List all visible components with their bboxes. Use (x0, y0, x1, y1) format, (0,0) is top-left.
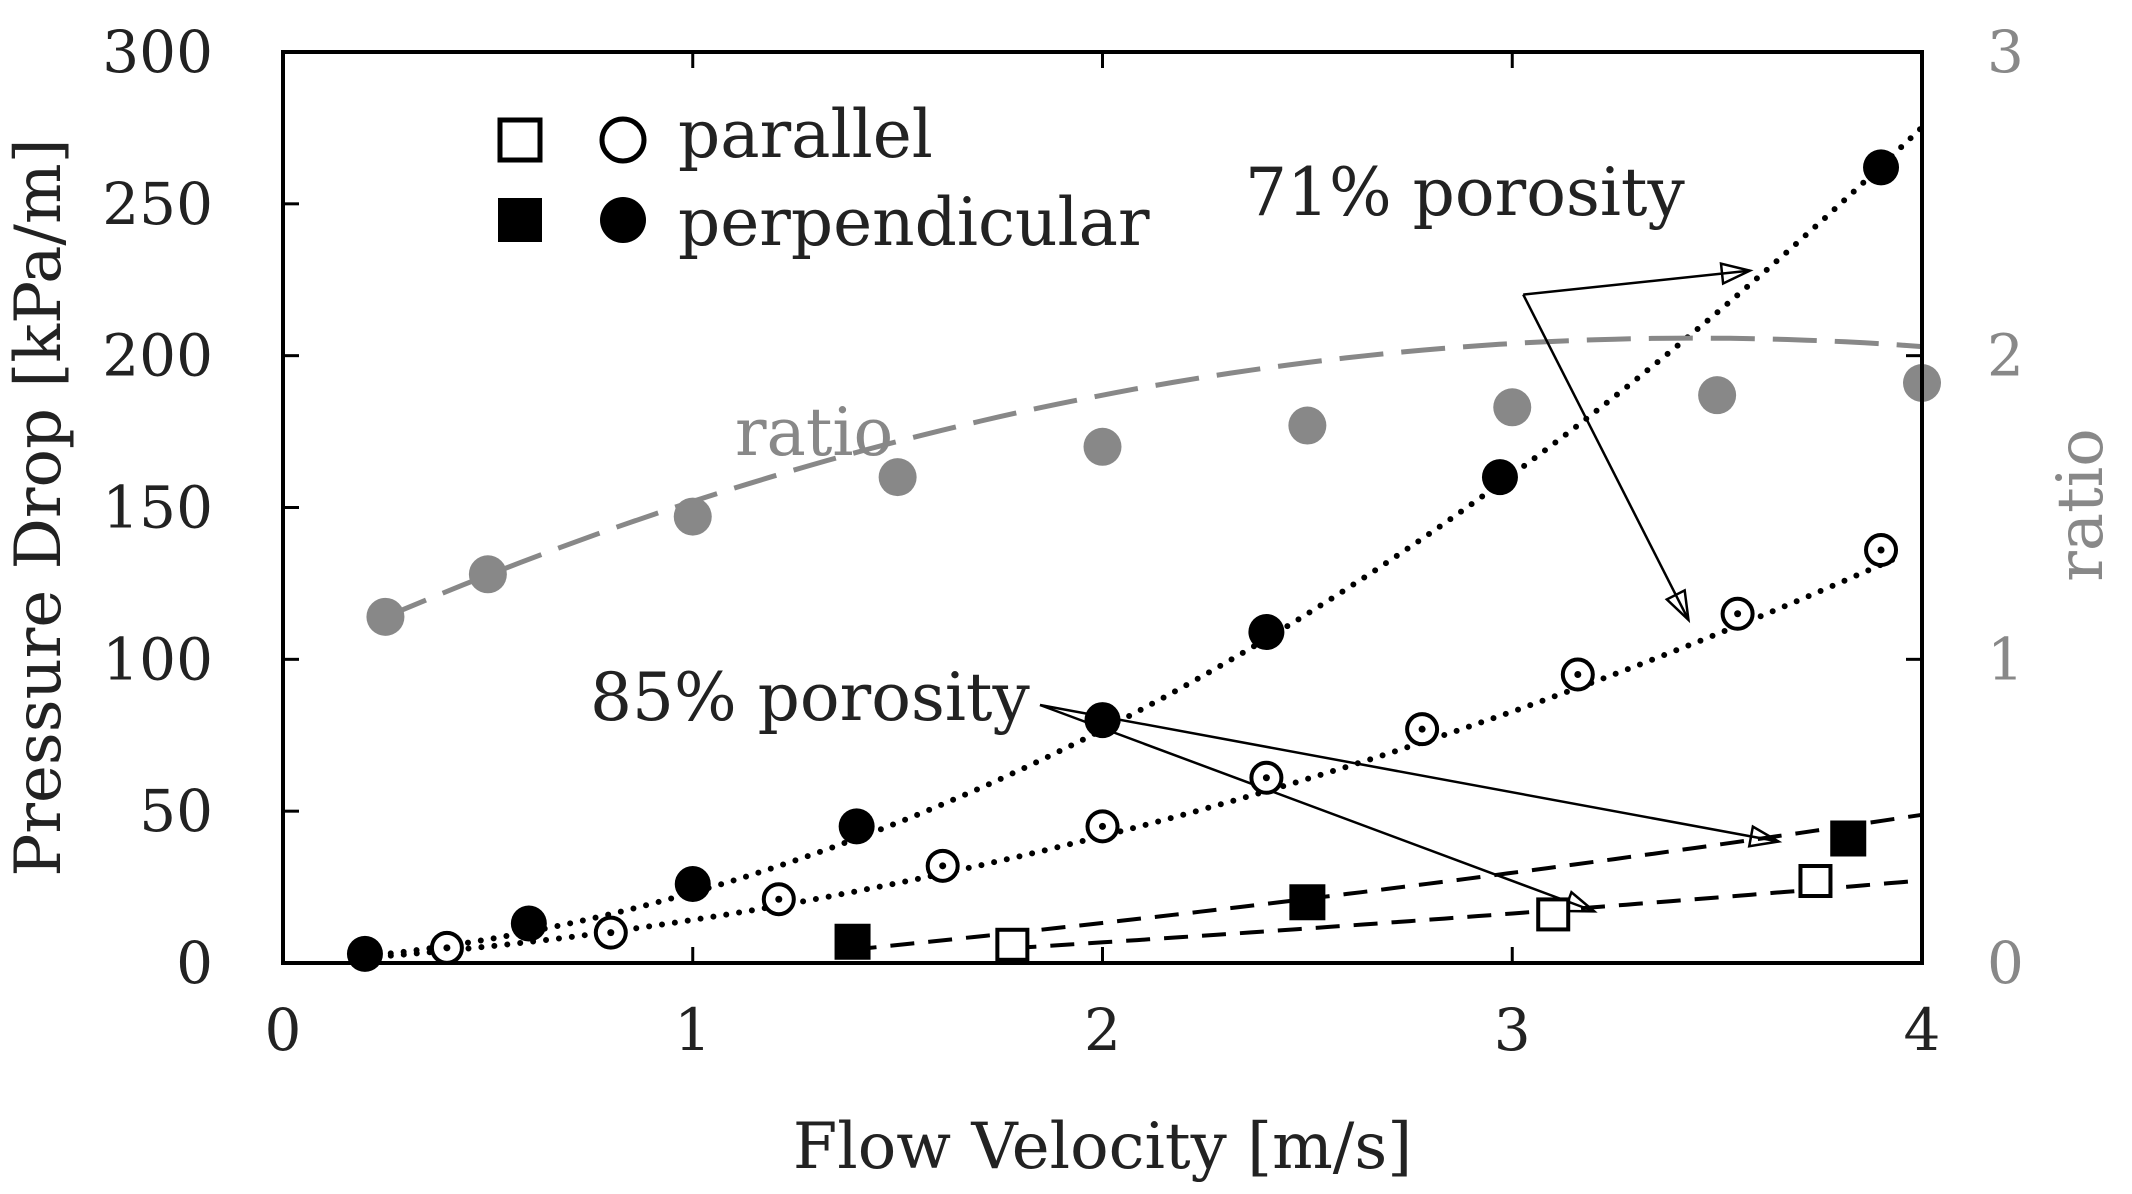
data-point-center (1734, 610, 1742, 618)
x-tick-label: 2 (1084, 996, 1121, 1064)
fit-curve (1012, 878, 1923, 951)
data-point (1248, 614, 1285, 651)
data-point-center (775, 895, 783, 903)
y-tick-label: 0 (176, 929, 213, 997)
data-point (995, 927, 1030, 962)
y2-tick-label: 1 (1987, 625, 2024, 693)
data-point (838, 808, 875, 845)
legend-label-perpendicular: perpendicular (678, 184, 1150, 261)
arrow-85-porosity-head (1747, 824, 1783, 848)
arrow-71-porosity-head (1664, 588, 1691, 624)
data-point (1830, 820, 1867, 857)
annotation-71-porosity: 71% porosity (1245, 154, 1685, 231)
data-point (1798, 864, 1833, 899)
data-point (1536, 897, 1571, 932)
legend-label-parallel: parallel (678, 96, 933, 173)
fit-curve (361, 552, 1905, 961)
x-tick-label: 3 (1494, 996, 1531, 1064)
data-point (878, 458, 917, 497)
y-tick-label: 100 (102, 625, 213, 693)
data-point (468, 555, 507, 594)
data-point (1493, 388, 1532, 427)
x-tick-label: 0 (265, 996, 302, 1064)
y2-axis-label: ratio (2044, 428, 2118, 581)
data-point (366, 597, 405, 636)
legend-open-square-marker (497, 117, 543, 163)
arrow-71-porosity-head (1719, 262, 1754, 286)
arrow-71-porosity (1522, 294, 1690, 621)
data-point-center (1262, 774, 1270, 782)
legend-filled-circle-marker (600, 197, 646, 243)
legend-open-circle-marker (599, 116, 647, 164)
annotation-85-porosity: 85% porosity (590, 659, 1030, 736)
data-point (673, 497, 712, 536)
fit-curve (852, 812, 1923, 952)
y-tick-label: 150 (102, 474, 213, 542)
data-point (1481, 459, 1518, 496)
data-point-center (939, 862, 947, 870)
data-point-center (607, 929, 615, 937)
data-point-center (443, 944, 451, 952)
y-tick-label: 50 (139, 777, 213, 845)
data-point-center (1574, 671, 1582, 679)
y2-tick-label: 0 (1987, 929, 2024, 997)
x-axis-label: Flow Velocity [m/s] (793, 1110, 1412, 1184)
fit-curve (384, 335, 1923, 620)
annotation-ratio: ratio (735, 394, 893, 471)
data-point (1084, 702, 1121, 739)
data-point (834, 923, 871, 960)
x-tick-label: 1 (674, 996, 711, 1064)
data-point (1288, 406, 1327, 445)
data-point (674, 866, 711, 903)
arrow-85-porosity (1039, 703, 1595, 913)
y2-tick-label: 2 (1987, 322, 2024, 390)
x-tick-label: 4 (1904, 996, 1941, 1064)
arrow-85-porosity (1039, 703, 1779, 843)
data-point (510, 905, 547, 942)
data-point (1289, 884, 1326, 921)
data-point (1698, 376, 1737, 415)
y-tick-label: 200 (102, 322, 213, 390)
data-point-center (1099, 822, 1106, 830)
data-point (1083, 427, 1122, 466)
y2-tick-label: 3 (1987, 18, 2024, 86)
y-tick-label: 250 (102, 170, 213, 238)
y-tick-label: 300 (102, 18, 213, 86)
data-point-center (1418, 725, 1426, 733)
data-point-center (1877, 546, 1885, 554)
data-point (346, 935, 383, 972)
data-point (1863, 149, 1900, 186)
arrow-71-porosity (1523, 269, 1751, 296)
legend: parallel perpendicular (497, 96, 1150, 261)
y-axis-label: Pressure Drop [kPa/m] (2, 138, 76, 876)
legend-filled-square-marker (498, 198, 542, 242)
